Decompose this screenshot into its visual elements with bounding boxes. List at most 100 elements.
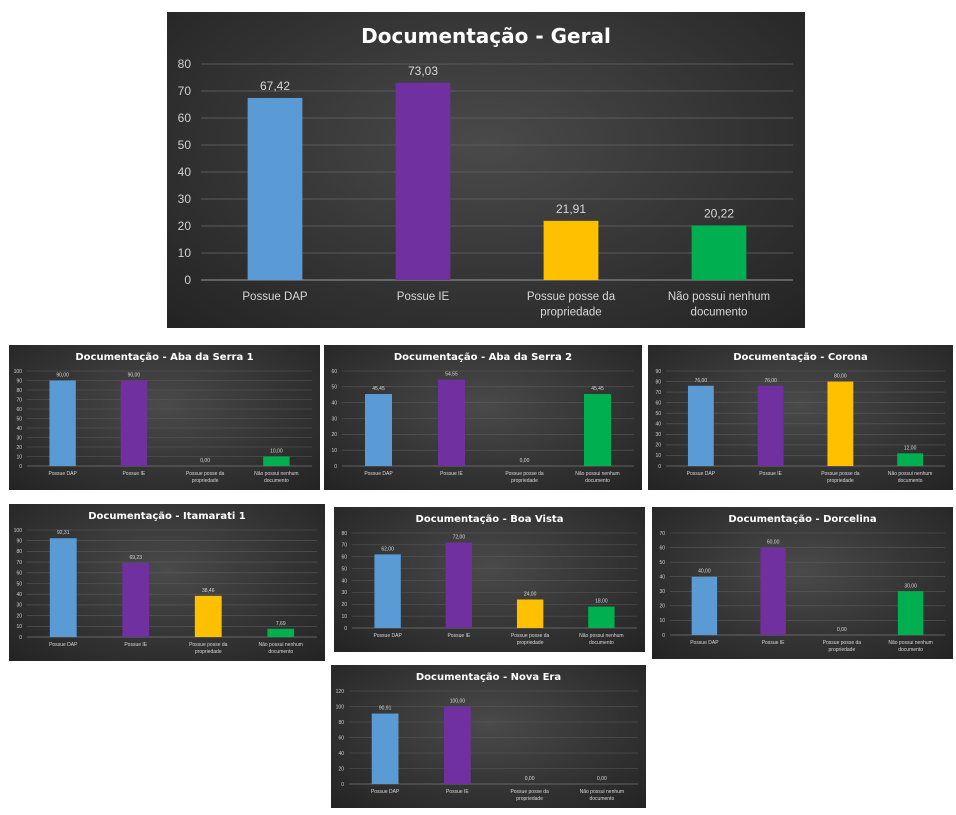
data-label: 60,00: [767, 540, 780, 546]
y-tick-label: 80: [16, 388, 22, 394]
x-tick-label: Possue posse da propriedade: [186, 471, 225, 484]
bar: [263, 456, 290, 466]
x-tick-label: Possue posse da propriedade: [510, 789, 549, 802]
y-tick-label: 100: [336, 704, 345, 710]
bar: [371, 713, 399, 784]
bar: [374, 554, 401, 628]
x-tick-label: Não possui nenhum documento: [579, 633, 623, 646]
y-tick-label: 0: [334, 464, 337, 470]
y-tick-label: 70: [16, 560, 22, 566]
data-label: 0,00: [520, 458, 530, 464]
y-tick-label: 30: [16, 435, 22, 441]
chart-svg-2: Documentação - Aba da Serra 2 0 10 20 30 40 50…: [331, 352, 634, 484]
bar: [516, 599, 544, 628]
bar: [583, 394, 612, 466]
y-tick-label: 30: [659, 589, 665, 595]
y-tick-label: 70: [341, 543, 347, 549]
bar: [267, 628, 295, 637]
y-tick-label: 10: [331, 448, 337, 454]
y-tick-label: 80: [16, 549, 22, 555]
y-tick-label: 40: [341, 578, 347, 584]
chart-title: Documentação - Aba da Serra 2: [394, 352, 572, 363]
y-tick-label: 10: [655, 453, 661, 459]
y-tick-label: 60: [341, 555, 347, 561]
bar: [194, 595, 222, 637]
y-tick-label: 40: [16, 426, 22, 432]
bar: [445, 542, 473, 628]
x-tick-label: Possue posse da propriedade: [823, 640, 862, 653]
y-tick-label: 60: [338, 735, 344, 741]
y-tick-label: 10: [178, 246, 192, 260]
x-tick-label: Não possui nenhum documento: [259, 642, 303, 655]
y-tick-label: 20: [16, 613, 22, 619]
x-tick-label: Possue DAP: [48, 471, 77, 477]
y-tick-label: 20: [338, 766, 344, 772]
data-label: 0,00: [597, 776, 607, 782]
chart-panel-corona: Documentação - Corona 0 10 20 30 40 50 60 70 80 90…: [648, 345, 953, 490]
chart-title: Documentação - Itamarati 1: [88, 511, 246, 522]
y-tick-label: 0: [19, 464, 22, 470]
data-label: 62,00: [381, 546, 394, 552]
y-tick-label: 10: [341, 614, 347, 620]
y-tick-label: 0: [662, 633, 665, 639]
data-label: 30,00: [904, 583, 917, 589]
y-tick-label: 80: [338, 720, 344, 726]
y-tick-label: 40: [178, 165, 192, 179]
y-tick-label: 30: [655, 432, 661, 438]
x-tick-label: Não possui nenhum documento: [888, 471, 932, 484]
y-tick-label: 70: [655, 390, 661, 396]
x-tick-label: Possue DAP: [687, 471, 716, 477]
data-label: 90,00: [128, 373, 141, 379]
bar: [757, 385, 784, 466]
bar: [444, 706, 471, 784]
data-label: 0,00: [200, 458, 210, 464]
x-tick-label: Não possui nenhum documento: [254, 471, 298, 484]
y-tick-label: 0: [658, 464, 661, 470]
y-tick-label: 80: [341, 531, 347, 537]
y-tick-label: 60: [659, 545, 665, 551]
y-tick-label: 70: [659, 531, 665, 537]
y-tick-label: 20: [341, 602, 347, 608]
data-label: 92,31: [57, 530, 70, 536]
x-tick-label: Possue IE: [446, 789, 469, 795]
y-tick-label: 20: [331, 432, 337, 438]
data-label: 10,00: [270, 449, 283, 455]
y-tick-label: 0: [344, 626, 347, 632]
bar: [760, 547, 786, 635]
x-tick-label: Possue posse da propriedade: [527, 291, 616, 319]
bar: [691, 225, 747, 280]
y-tick-label: 50: [16, 581, 22, 587]
x-tick-label: Possue IE: [124, 642, 147, 648]
data-label: 90,91: [379, 706, 392, 712]
y-tick-label: 70: [178, 84, 192, 98]
y-tick-label: 0: [184, 273, 191, 287]
x-tick-label: Possue IE: [440, 471, 463, 477]
bar: [827, 381, 854, 466]
y-tick-label: 40: [655, 422, 661, 428]
y-tick-label: 20: [655, 443, 661, 449]
chart-svg-0: Documentação - Geral 0 10 20 30 40 50 60 70 80 67,…: [178, 24, 793, 319]
chart-panel-geral: Documentação - Geral 0 10 20 30 40 50 60 70 80 67,…: [167, 12, 805, 328]
y-tick-label: 60: [178, 111, 192, 125]
x-tick-label: Possue DAP: [364, 471, 393, 477]
y-tick-label: 40: [16, 592, 22, 598]
y-tick-label: 100: [14, 528, 23, 534]
bar: [49, 538, 77, 637]
data-label: 90,00: [56, 373, 69, 379]
data-label: 100,00: [450, 699, 466, 705]
y-tick-label: 60: [331, 369, 337, 375]
x-tick-label: Não possui nenhum documento: [575, 471, 619, 484]
data-label: 72,00: [453, 535, 466, 541]
data-label: 40,00: [698, 569, 711, 575]
bar: [395, 82, 451, 280]
y-tick-label: 40: [338, 751, 344, 757]
bar: [120, 380, 148, 466]
bar: [687, 385, 714, 466]
y-tick-label: 120: [336, 689, 345, 695]
bar: [122, 562, 150, 637]
y-tick-label: 30: [331, 416, 337, 422]
x-tick-label: Possue DAP: [690, 640, 719, 646]
y-tick-label: 50: [659, 560, 665, 566]
x-tick-label: Possue DAP: [49, 642, 78, 648]
y-tick-label: 100: [14, 369, 23, 375]
